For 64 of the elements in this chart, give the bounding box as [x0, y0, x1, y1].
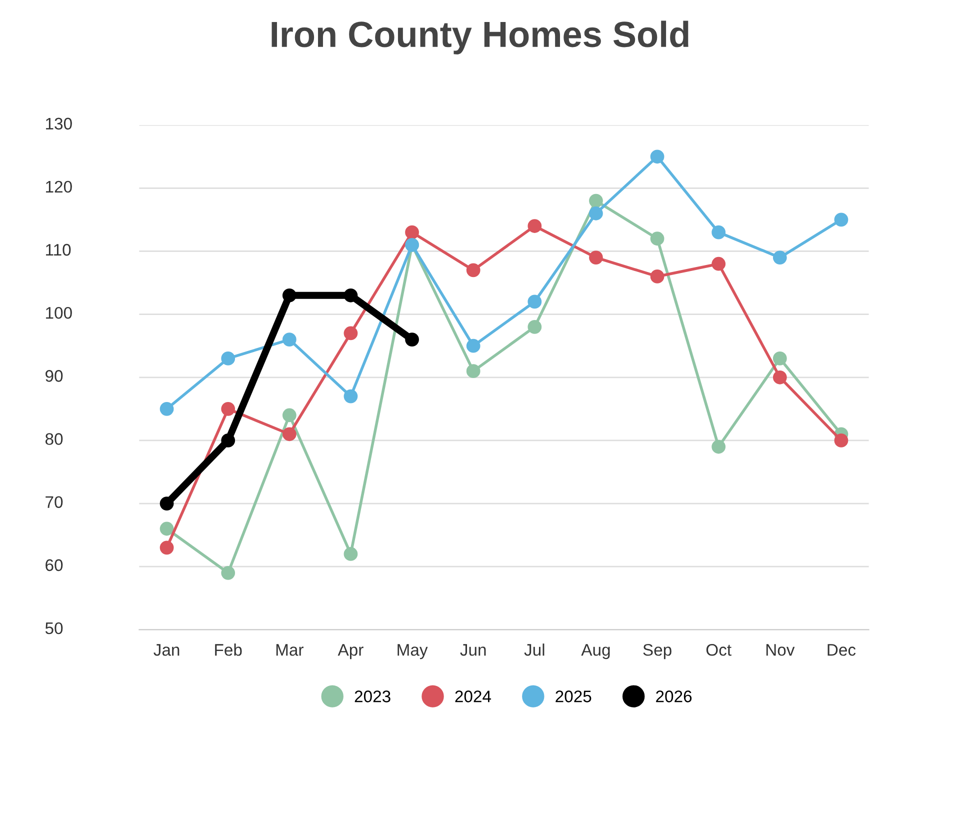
point: [712, 225, 726, 240]
y-tick-label: 70: [46, 496, 63, 508]
y-tick-label: 120: [46, 180, 72, 193]
point: [405, 332, 419, 346]
x-tick-label: May: [398, 644, 428, 660]
point: [466, 338, 480, 353]
point: [712, 440, 726, 454]
point: [650, 270, 664, 284]
y-tick-label: 100: [46, 306, 72, 319]
point: [344, 547, 358, 561]
point: [405, 225, 419, 240]
point: [466, 364, 480, 378]
legend-label: 2026: [656, 690, 692, 702]
y-tick-label: 90: [46, 370, 63, 382]
y-tick-label: 80: [45, 433, 63, 445]
point: [221, 434, 236, 448]
point: [772, 250, 787, 264]
point: [221, 352, 236, 366]
point: [344, 326, 358, 340]
point: [160, 402, 174, 416]
point: [160, 540, 174, 555]
point: [344, 389, 358, 404]
point: [772, 370, 787, 384]
x-tick-label: Oct: [706, 644, 732, 656]
x-tick-label: Aug: [581, 644, 610, 660]
y-tick-label: 50: [45, 622, 63, 634]
point: [650, 232, 664, 246]
y-tick-label: 130: [46, 118, 72, 130]
x-tick-label: Apr: [338, 644, 364, 660]
point: [160, 522, 174, 536]
point: [834, 212, 848, 227]
x-tick-label: Jan: [154, 644, 180, 656]
point: [528, 219, 542, 233]
point: [160, 496, 174, 510]
x-tick-label: Mar: [276, 644, 304, 656]
point: [589, 250, 603, 264]
point: [528, 320, 542, 334]
point: [221, 566, 236, 580]
point: [282, 332, 296, 346]
point: [712, 256, 726, 271]
point: [466, 263, 480, 278]
point: [772, 352, 787, 366]
x-tick-label: Nov: [766, 644, 795, 656]
chart-title: Iron County Homes Sold: [272, 20, 688, 54]
x-tick-label: Sep: [643, 644, 672, 660]
x-tick-label: Feb: [215, 644, 242, 656]
x-tick-label: Dec: [828, 644, 856, 656]
y-tick-label: 110: [46, 244, 71, 256]
point: [589, 206, 603, 220]
point: [834, 434, 848, 448]
point: [282, 288, 296, 302]
y-tick-label: 60: [46, 559, 63, 572]
legend-label: 2025: [556, 690, 592, 702]
point: [221, 402, 236, 416]
point: [282, 427, 296, 442]
point: [528, 294, 542, 309]
point: [650, 150, 664, 164]
legend-label: 2023: [354, 690, 390, 702]
x-tick-label: Jul: [524, 644, 544, 656]
point: [589, 194, 603, 208]
x-tick-label: Jun: [460, 644, 486, 656]
point: [282, 408, 296, 422]
point: [344, 288, 358, 302]
legend-label: 2024: [455, 690, 492, 702]
